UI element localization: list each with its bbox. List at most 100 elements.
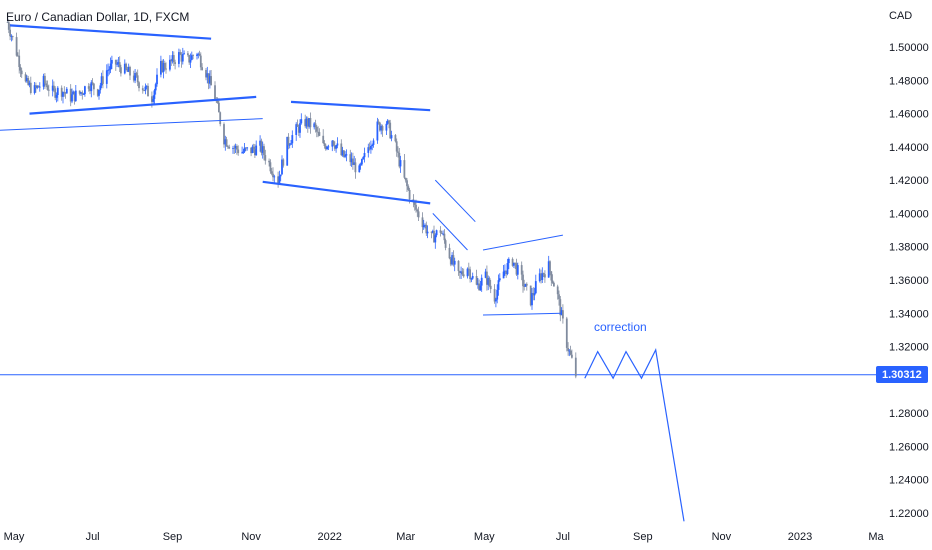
price-axis[interactable]: 1.50000 1.48000 1.46000 1.44000 1.42000 1.400…	[889, 42, 929, 520]
candle-body	[304, 119, 307, 127]
candle-body	[541, 273, 544, 280]
candle-body	[26, 78, 28, 82]
candle-body	[462, 274, 465, 277]
candle-body	[371, 144, 374, 146]
candle-body	[96, 89, 99, 96]
candle-body	[268, 160, 270, 163]
candle-body	[165, 68, 167, 70]
trend-lines[interactable]	[0, 24, 563, 316]
candle-body	[254, 149, 256, 156]
trend-line[interactable]	[432, 213, 468, 251]
candle-body	[144, 86, 147, 91]
candle-body	[69, 88, 72, 102]
candle-body	[6, 22, 9, 23]
candle-body	[349, 154, 352, 163]
trend-line[interactable]	[482, 234, 563, 251]
candle-body	[179, 52, 182, 55]
candle-body	[82, 94, 85, 95]
candle-body	[233, 148, 236, 149]
candle-body	[129, 67, 131, 76]
candle-body	[479, 285, 482, 291]
current-price-tag[interactable]: 1.30312	[876, 366, 928, 383]
candle-body	[433, 230, 435, 243]
y-tick-label: 1.26000	[889, 441, 929, 453]
candle-body	[100, 76, 103, 86]
x-tick-label: Jul	[86, 531, 100, 543]
candle-body	[192, 55, 194, 56]
candle-body	[520, 265, 523, 275]
candle-body	[430, 231, 433, 233]
candle-body	[286, 136, 289, 166]
candle-body	[169, 59, 171, 70]
candle-body	[162, 63, 165, 72]
x-tick-label: May	[4, 531, 25, 543]
candle-body	[314, 123, 317, 127]
trend-line[interactable]	[0, 118, 263, 131]
candle-body	[20, 70, 23, 75]
candle-body	[279, 174, 282, 177]
candle-body	[154, 84, 157, 91]
candle-body	[336, 143, 339, 146]
candle-body	[56, 87, 59, 95]
projection-path[interactable]	[584, 347, 685, 522]
candle-body	[511, 258, 514, 266]
candle-body	[426, 231, 429, 234]
candle-body	[219, 112, 222, 125]
candle-body	[116, 63, 118, 65]
candle-body	[98, 90, 100, 96]
candle-body	[380, 126, 383, 131]
candle-body	[218, 102, 220, 113]
y-tick-label: 1.42000	[889, 175, 929, 187]
candle-body	[183, 53, 185, 55]
projection-line[interactable]	[584, 347, 685, 522]
trend-line[interactable]	[482, 312, 562, 316]
candle-body	[282, 159, 285, 166]
x-tick-label: Jul	[556, 531, 570, 543]
y-tick-label: 1.38000	[889, 242, 929, 254]
candle-body	[60, 87, 63, 97]
candle-body	[486, 271, 488, 285]
candle-body	[305, 118, 308, 127]
trend-line[interactable]	[10, 24, 212, 40]
candle-body	[242, 151, 245, 153]
candle-body	[542, 273, 545, 275]
candle-body	[125, 63, 127, 69]
candle-body	[107, 69, 109, 71]
candle-body	[37, 85, 40, 88]
candle-body	[272, 173, 274, 178]
candle-body	[399, 160, 402, 167]
candle-body	[313, 123, 316, 128]
candle-body	[216, 101, 219, 103]
candle-body	[559, 299, 562, 316]
candle-body	[45, 83, 48, 86]
candle-body	[524, 283, 527, 287]
trend-line[interactable]	[29, 95, 257, 115]
y-tick-label: 1.34000	[889, 308, 929, 320]
candle-body	[531, 293, 533, 306]
candle-body	[93, 83, 95, 90]
candle-body	[506, 263, 509, 274]
candle-body	[534, 281, 537, 294]
candle-body	[560, 310, 563, 316]
candle-body	[255, 145, 258, 156]
candle-body	[489, 285, 492, 290]
candle-body	[18, 55, 21, 67]
trend-line[interactable]	[262, 180, 431, 205]
candle-body	[354, 162, 357, 173]
candle-body	[102, 76, 104, 84]
candle-body	[507, 258, 510, 264]
candle-body	[78, 90, 81, 94]
trend-line[interactable]	[434, 179, 476, 223]
candle-body	[544, 274, 546, 278]
candle-body	[17, 55, 19, 57]
candle-body	[443, 233, 446, 241]
candle-body	[502, 271, 505, 279]
trend-line[interactable]	[290, 100, 431, 112]
y-tick-label: 1.50000	[889, 42, 929, 54]
candle-body	[245, 147, 247, 149]
candle-body	[442, 233, 444, 235]
candle-body	[209, 76, 211, 84]
candle-body	[379, 122, 381, 131]
time-axis[interactable]: May Jul Sep Nov 2022 Mar May Jul Sep Nov 2023 Ma	[4, 531, 885, 543]
